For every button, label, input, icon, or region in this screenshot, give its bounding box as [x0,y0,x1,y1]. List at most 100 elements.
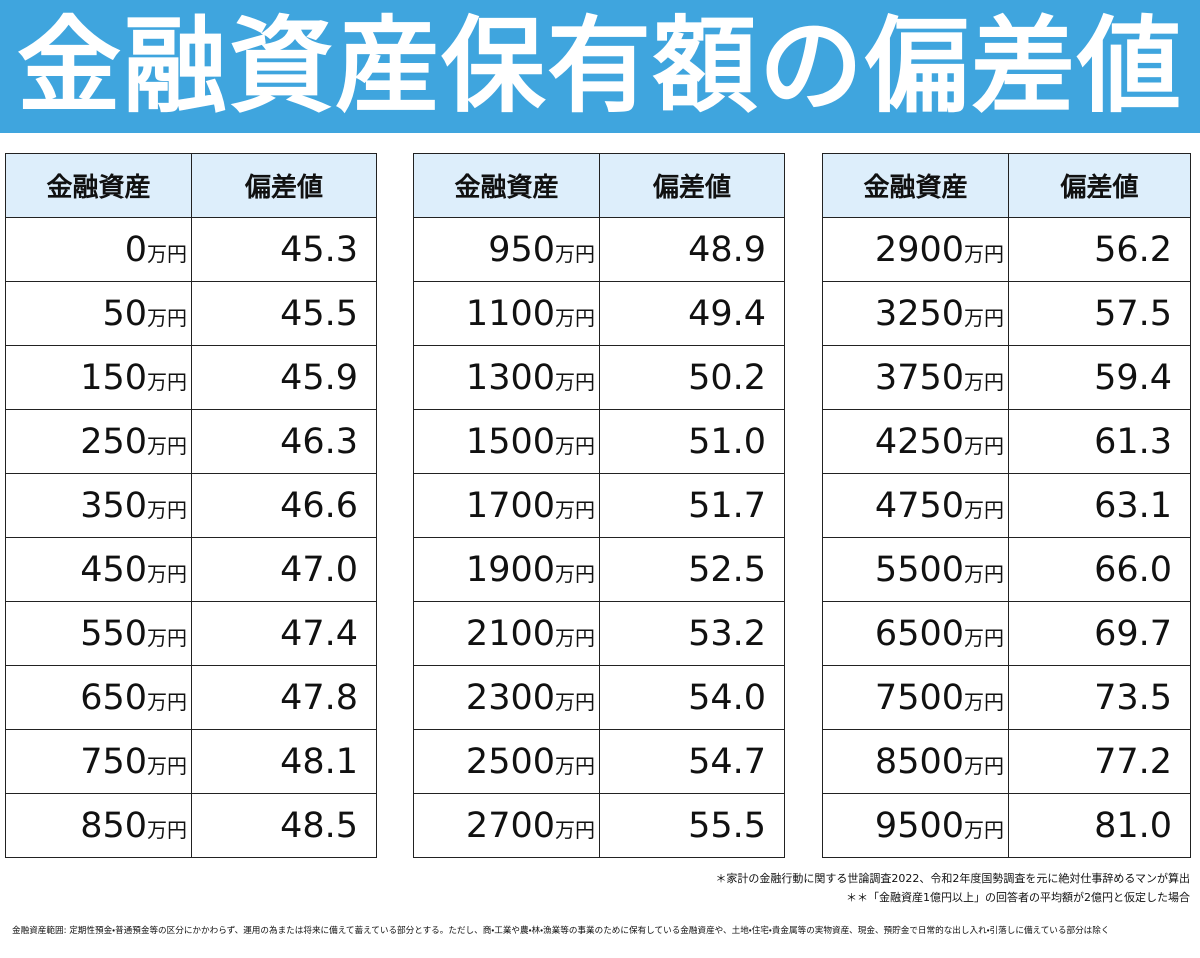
amount-cell: 350万円 [5,473,192,538]
header-row: 金融資産 偏差値 [5,153,377,218]
unit: 万円 [555,497,595,522]
unit: 万円 [964,561,1004,586]
unit: 万円 [555,689,595,714]
row: 150万円 45.9 [5,345,377,410]
unit: 万円 [964,241,1004,266]
score-cell: 46.6 [191,473,377,538]
amount: 750 [80,741,147,782]
unit: 万円 [555,305,595,330]
row: 650万円 47.8 [5,665,377,730]
amount: 350 [80,485,147,526]
score-cell: 54.0 [599,665,785,730]
score-cell: 47.4 [191,601,377,666]
column-header: 金融資産 [822,153,1009,218]
amount: 6500 [874,613,964,654]
row: 6500万円 69.7 [822,601,1191,666]
amount-cell: 850万円 [5,793,192,858]
amount-cell: 4750万円 [822,473,1009,538]
amount: 4250 [874,421,964,462]
amount-cell: 1300万円 [413,345,600,410]
row: 5500万円 66.0 [822,537,1191,602]
row: 550万円 47.4 [5,601,377,666]
amount-cell: 9500万円 [822,793,1009,858]
amount: 4750 [874,485,964,526]
row: 750万円 48.1 [5,729,377,794]
column-header: 偏差値 [599,153,785,218]
unit: 万円 [964,497,1004,522]
amount-cell: 50万円 [5,281,192,346]
score-cell: 47.0 [191,537,377,602]
amount: 8500 [874,741,964,782]
row: 9500万円 81.0 [822,793,1191,858]
amount-cell: 250万円 [5,409,192,474]
amount: 950 [488,229,555,270]
unit: 万円 [147,433,187,458]
amount: 650 [80,677,147,718]
score-cell: 52.5 [599,537,785,602]
note: ＊＊「金融資産1億円以上」の回答者の平均額が2億円と仮定した場合 [846,891,1190,904]
amount-cell: 1900万円 [413,537,600,602]
score-cell: 55.5 [599,793,785,858]
row: 1900万円 52.5 [413,537,785,602]
amount-cell: 4250万円 [822,409,1009,474]
row: 1100万円 49.4 [413,281,785,346]
row: 4750万円 63.1 [822,473,1191,538]
score-cell: 53.2 [599,601,785,666]
amount-cell: 1500万円 [413,409,600,474]
amount: 150 [80,357,147,398]
title: 金融資産保有額の偏差値 [0,0,1200,133]
row: 50万円 45.5 [5,281,377,346]
unit: 万円 [555,753,595,778]
amount: 250 [80,421,147,462]
amount-cell: 7500万円 [822,665,1009,730]
score-cell: 50.2 [599,345,785,410]
amount: 50 [102,293,147,334]
score-cell: 45.9 [191,345,377,410]
amount-cell: 3250万円 [822,281,1009,346]
score-cell: 51.0 [599,409,785,474]
row: 1300万円 50.2 [413,345,785,410]
unit: 万円 [964,689,1004,714]
score-cell: 45.3 [191,217,377,282]
row: 0万円 45.3 [5,217,377,282]
row: 3750万円 59.4 [822,345,1191,410]
score-cell: 69.7 [1008,601,1191,666]
column-header: 金融資産 [413,153,600,218]
row: 1700万円 51.7 [413,473,785,538]
score-cell: 61.3 [1008,409,1191,474]
row: 2100万円 53.2 [413,601,785,666]
amount-cell: 750万円 [5,729,192,794]
score-cell: 73.5 [1008,665,1191,730]
amount-cell: 2500万円 [413,729,600,794]
score-cell: 81.0 [1008,793,1191,858]
amount: 450 [80,549,147,590]
unit: 万円 [555,561,595,586]
amount-cell: 8500万円 [822,729,1009,794]
amount: 2500 [465,741,555,782]
amount: 2300 [465,677,555,718]
row: 250万円 46.3 [5,409,377,474]
amount-cell: 5500万円 [822,537,1009,602]
row: 2500万円 54.7 [413,729,785,794]
unit: 万円 [964,625,1004,650]
amount-cell: 2900万円 [822,217,1009,282]
row: 950万円 48.9 [413,217,785,282]
unit: 万円 [147,753,187,778]
amount: 1700 [465,485,555,526]
amount-cell: 2300万円 [413,665,600,730]
score-cell: 56.2 [1008,217,1191,282]
unit: 万円 [964,369,1004,394]
unit: 万円 [555,241,595,266]
data-table: 金融資産 偏差値 0万円 45.3 50万円 45.5 150万円 45.9 250万円 46.3… [5,153,377,858]
unit: 万円 [147,305,187,330]
unit: 万円 [555,625,595,650]
amount-cell: 150万円 [5,345,192,410]
amount-cell: 2700万円 [413,793,600,858]
unit: 万円 [147,497,187,522]
amount: 3750 [874,357,964,398]
amount-cell: 1700万円 [413,473,600,538]
unit: 万円 [555,369,595,394]
unit: 万円 [964,305,1004,330]
row: 2300万円 54.0 [413,665,785,730]
amount: 1900 [465,549,555,590]
